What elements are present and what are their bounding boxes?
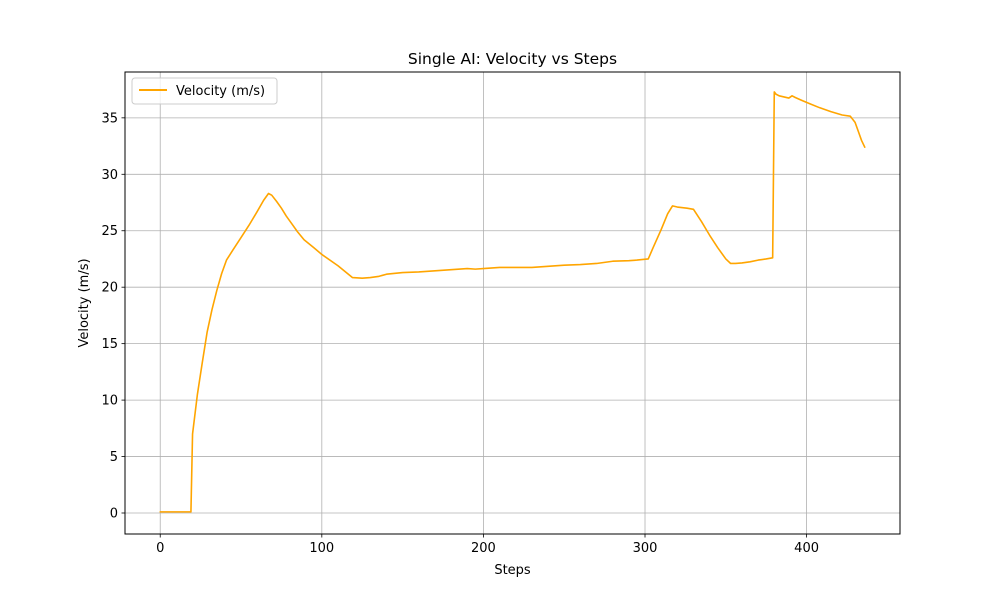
x-tick-label: 200 [471,541,496,556]
x-tick-label: 400 [794,541,819,556]
legend-box [131,77,278,105]
legend: Velocity (m/s) [131,77,278,105]
y-axis-label: Velocity (m/s) [77,258,92,347]
y-tick-label: 25 [101,224,118,239]
series-line-velocity [159,91,866,513]
y-tick-label: 10 [101,394,118,409]
y-tick-label: 5 [110,450,118,465]
x-tick-label: 100 [309,541,334,556]
axis-ticks: 0 100 200 300 400 0 5 10 15 20 25 30 35 [101,111,819,556]
series-lines [159,91,866,513]
y-tick-label: 35 [101,111,118,126]
x-tick-label: 300 [633,541,658,556]
legend-label: Velocity (m/s) [176,84,265,99]
y-tick-label: 20 [101,281,118,296]
x-tick-label: 0 [156,541,164,556]
x-axis-label: Steps [494,563,531,578]
chart-title: Single AI: Velocity vs Steps [408,50,617,68]
y-tick-label: 15 [101,337,118,352]
grid-lines [125,72,900,534]
y-tick-label: 30 [101,168,118,183]
plot-frame [124,71,901,535]
y-tick-label: 0 [110,507,118,522]
